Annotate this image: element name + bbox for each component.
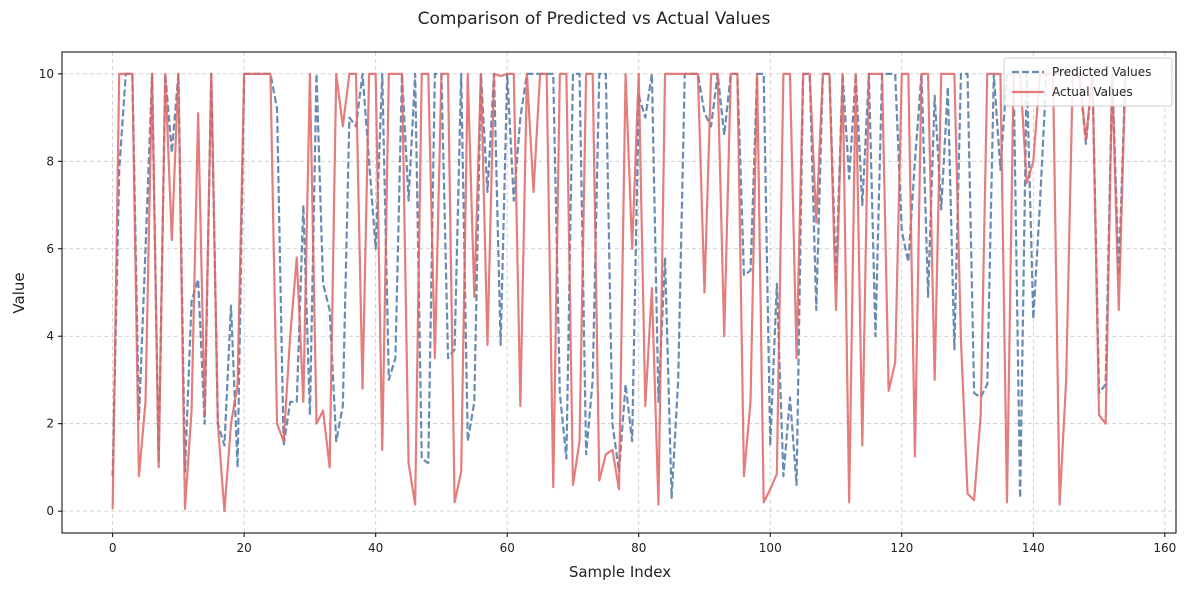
- series-layer: [111, 72, 1127, 513]
- legend: Predicted Values Actual Values: [1003, 57, 1173, 107]
- y-tick-label: 6: [46, 242, 54, 256]
- series-line-predicted: [111, 72, 1127, 500]
- x-axis-label: Sample Index: [569, 563, 671, 581]
- y-tick-label: 10: [39, 67, 54, 81]
- series-line-actual: [111, 72, 1127, 513]
- x-tick-label: 20: [237, 541, 252, 555]
- y-tick-label: 2: [46, 417, 54, 431]
- y-tick-label: 4: [46, 329, 54, 343]
- x-tick-label: 0: [109, 541, 117, 555]
- legend-label-predicted: Predicted Values: [1052, 65, 1151, 79]
- x-tick-label: 80: [631, 541, 646, 555]
- y-tick-label: 8: [46, 154, 54, 168]
- x-tick-label: 120: [890, 541, 913, 555]
- y-tick-label: 0: [46, 504, 54, 518]
- y-axis-label: Value: [10, 272, 28, 313]
- x-tick-label: 140: [1022, 541, 1045, 555]
- x-tick-label: 160: [1153, 541, 1176, 555]
- plot-frame: [61, 51, 1177, 534]
- x-tick-label: 60: [500, 541, 515, 555]
- chart-title: Comparison of Predicted vs Actual Values: [418, 9, 771, 29]
- axis-ticks: 0 20 40 60 80 100 120 140 160 0 2 4 6 8 10: [39, 67, 1177, 555]
- legend-box: [1003, 57, 1173, 107]
- x-tick-label: 100: [759, 541, 782, 555]
- legend-label-actual: Actual Values: [1052, 85, 1133, 99]
- x-tick-label: 40: [368, 541, 383, 555]
